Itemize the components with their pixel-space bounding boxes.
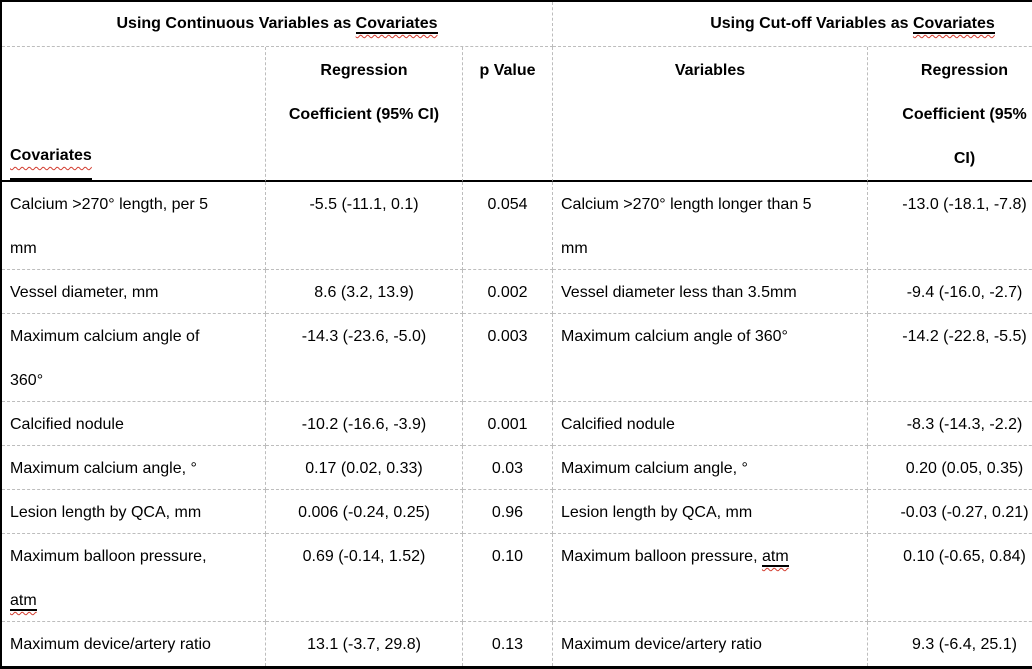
coefficient-cell: 0.10 (-0.65, 0.84) (868, 534, 1032, 622)
coefficient-cell: -14.3 (-23.6, -5.0) (266, 314, 463, 402)
covariate-cell: Maximum device/artery ratio (2, 622, 266, 666)
coefficient-cell: 0.006 (-0.24, 0.25) (266, 490, 463, 534)
variable-cell: Maximum device/artery ratio (553, 622, 868, 666)
misspelled-word: Covariates (355, 15, 438, 34)
coefficient-cell: -14.2 (-22.8, -5.5) (868, 314, 1032, 402)
table-title-cutoff: Using Cut-off Variables as Covariates (553, 2, 1032, 47)
p-value-cell: 0.001 (463, 402, 553, 446)
coefficient-cell: -8.3 (-14.3, -2.2) (868, 402, 1032, 446)
p-value-cell: 0.03 (463, 446, 553, 490)
p-value-cell: 0.13 (463, 622, 553, 666)
misspelled-word: Covariates (10, 134, 92, 180)
covariate-cell: Lesion length by QCA, mm (2, 490, 266, 534)
coefficient-cell: 0.69 (-0.14, 1.52) (266, 534, 463, 622)
column-header-regression-coefficient-left: Regression Coefficient (95% CI) (266, 47, 463, 182)
coefficient-cell: -0.03 (-0.27, 0.21) (868, 490, 1032, 534)
coefficient-cell: 8.6 (3.2, 13.9) (266, 270, 463, 314)
covariate-cell: Calcium >270° length, per 5 mm (2, 182, 266, 270)
coefficient-cell: -9.4 (-16.0, -2.7) (868, 270, 1032, 314)
column-header-regression-coefficient-right: Regression Coefficient (95% CI) (868, 47, 1032, 182)
p-value-cell: 0.054 (463, 182, 553, 270)
misspelled-word: Covariates (912, 15, 995, 34)
table-title-continuous: Using Continuous Variables as Covariates (2, 2, 553, 47)
variable-cell: Lesion length by QCA, mm (553, 490, 868, 534)
p-value-cell: 0.002 (463, 270, 553, 314)
coefficient-cell: 0.20 (0.05, 0.35) (868, 446, 1032, 490)
p-value-cell: 0.10 (463, 534, 553, 622)
p-value-cell: 0.003 (463, 314, 553, 402)
coefficient-cell: -5.5 (-11.1, 0.1) (266, 182, 463, 270)
column-header-variables: Variables (553, 47, 868, 182)
coefficient-cell: 13.1 (-3.7, 29.8) (266, 622, 463, 666)
coefficient-cell: -13.0 (-18.1, -7.8) (868, 182, 1032, 270)
column-header-p-value: p Value (463, 47, 553, 182)
covariate-cell: Maximum balloon pressure, atm (2, 534, 266, 622)
p-value-cell: 0.96 (463, 490, 553, 534)
variable-cell: Maximum calcium angle of 360° (553, 314, 868, 402)
variable-cell: Calcium >270° length longer than 5 mm (553, 182, 868, 270)
variable-cell: Maximum balloon pressure, atm (553, 534, 868, 622)
column-header-covariates: Covariates (2, 47, 266, 182)
coefficient-cell: -10.2 (-16.6, -3.9) (266, 402, 463, 446)
covariate-cell: Maximum calcium angle of 360° (2, 314, 266, 402)
misspelled-word: atm (10, 592, 37, 611)
variable-cell: Vessel diameter less than 3.5mm (553, 270, 868, 314)
variable-cell: Calcified nodule (553, 402, 868, 446)
misspelled-word: atm (761, 548, 789, 567)
coefficient-cell: 9.3 (-6.4, 25.1) (868, 622, 1032, 666)
coefficient-cell: 0.17 (0.02, 0.33) (266, 446, 463, 490)
covariate-cell: Maximum calcium angle, ° (2, 446, 266, 490)
covariate-cell: Calcified nodule (2, 402, 266, 446)
variable-cell: Maximum calcium angle, ° (553, 446, 868, 490)
covariate-cell: Vessel diameter, mm (2, 270, 266, 314)
